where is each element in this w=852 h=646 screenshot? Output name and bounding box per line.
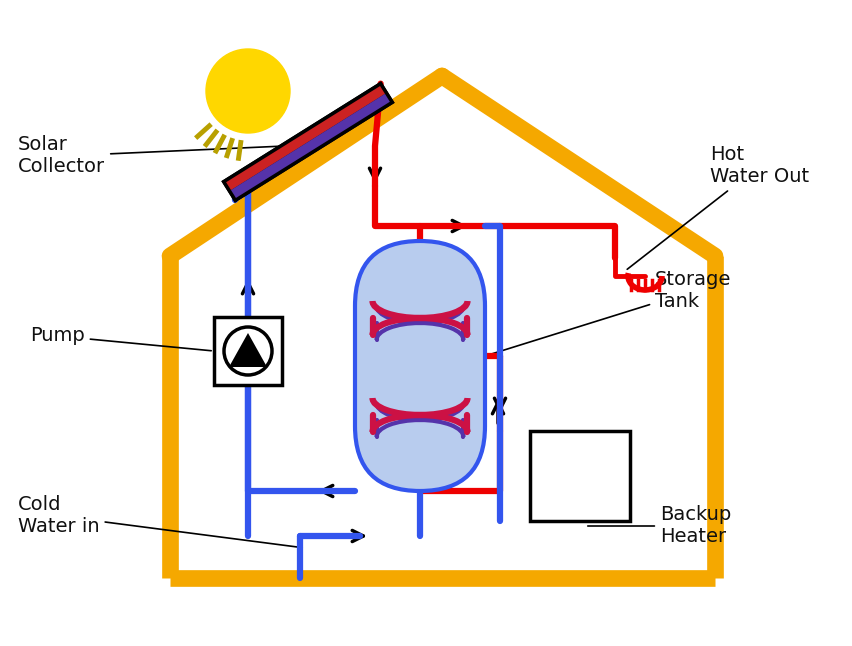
Polygon shape — [223, 83, 392, 200]
Polygon shape — [228, 333, 267, 367]
Text: Storage
Tank: Storage Tank — [487, 271, 730, 355]
Polygon shape — [223, 83, 386, 191]
Text: Hot
Water Out: Hot Water Out — [626, 145, 809, 269]
Bar — [214, 317, 282, 385]
Circle shape — [224, 327, 272, 375]
Polygon shape — [229, 93, 392, 200]
Circle shape — [206, 49, 290, 133]
Text: Pump: Pump — [30, 326, 211, 351]
Text: Solar
Collector: Solar Collector — [18, 136, 282, 176]
Text: Cold
Water in: Cold Water in — [18, 495, 302, 548]
Text: Backup
Heater: Backup Heater — [587, 506, 730, 547]
FancyBboxPatch shape — [354, 241, 485, 491]
Bar — [529, 431, 630, 521]
